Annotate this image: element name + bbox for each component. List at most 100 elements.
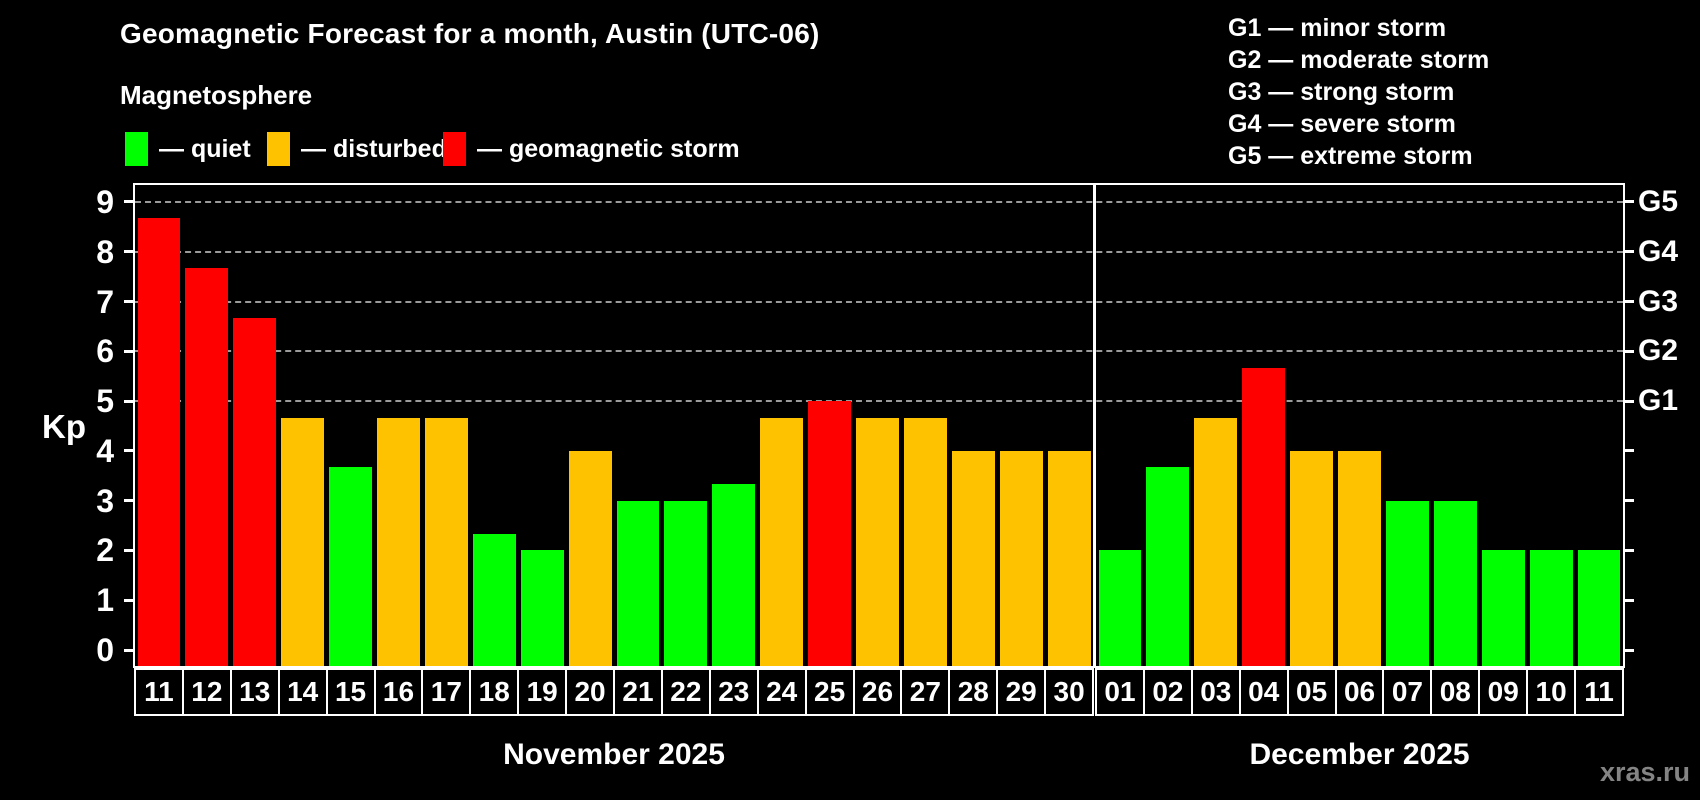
day-label-november-13: 13 <box>229 668 280 716</box>
kp-bar-december-02 <box>1146 467 1190 666</box>
day-label-december-10: 10 <box>1526 668 1577 716</box>
day-label-december-09: 09 <box>1478 668 1529 716</box>
kp-bar-november-13 <box>233 317 277 666</box>
legend-label-quiet: — quiet <box>159 134 251 163</box>
kp-bar-november-15 <box>329 467 372 666</box>
kp-bar-november-25 <box>808 401 852 666</box>
day-label-december-03: 03 <box>1190 668 1241 716</box>
kp-bar-november-24 <box>760 417 804 666</box>
day-label-row: 11 12 13 14 15 16 17 18 19 20 21 22 23 24 25 26 27 28 29 30… <box>133 668 1625 716</box>
plot-inner <box>135 185 1623 666</box>
day-label-december-11: 11 <box>1574 668 1624 716</box>
y-tick-label-3: 3 <box>96 482 114 519</box>
day-label-november-22: 22 <box>660 668 711 716</box>
y-tick-right-4 <box>1625 449 1634 453</box>
g-axis-label-g1: G1 <box>1638 384 1679 418</box>
y-tick-right-1 <box>1625 598 1634 602</box>
y-tick-label-4: 4 <box>96 432 114 469</box>
y-tick-left-8 <box>124 250 133 254</box>
y-tick-right-0 <box>1625 648 1634 652</box>
kp-bar-november-30 <box>1047 450 1091 666</box>
kp-bar-november-27 <box>903 417 947 666</box>
day-label-november-16: 16 <box>373 668 424 716</box>
kp-bar-november-23 <box>712 484 756 666</box>
day-label-november-28: 28 <box>948 668 999 716</box>
y-tick-right-9 <box>1625 200 1634 204</box>
day-label-december-07: 07 <box>1382 668 1433 716</box>
y-tick-right-7 <box>1625 300 1634 304</box>
kp-bar-december-10 <box>1529 550 1573 666</box>
legend-label-storm: — geomagnetic storm <box>477 134 740 163</box>
storm-scale-legend: G1 — minor storm G2 — moderate storm G3 … <box>1228 12 1489 172</box>
magnetosphere-subtitle: Magnetosphere <box>120 80 313 110</box>
g-axis-label-g5: G5 <box>1638 184 1679 218</box>
y-tick-label-8: 8 <box>96 233 114 270</box>
kp-bar-december-07 <box>1385 500 1429 666</box>
y-tick-right-6 <box>1625 349 1634 353</box>
y-tick-left-9 <box>124 200 133 204</box>
g4-legend-line: G4 — severe storm <box>1228 110 1456 138</box>
g1-legend-line: G1 — minor storm <box>1228 14 1447 42</box>
kp-bar-november-19 <box>520 550 564 666</box>
day-label-november-14: 14 <box>277 668 328 716</box>
day-label-november-24: 24 <box>756 668 807 716</box>
gridline-g4 <box>135 250 1623 253</box>
day-label-november-25: 25 <box>804 668 855 716</box>
month-label-december: December 2025 <box>1249 738 1470 771</box>
y-tick-right-2 <box>1625 548 1634 552</box>
g5-legend-line: G5 — extreme storm <box>1228 142 1473 170</box>
day-label-november-26: 26 <box>852 668 903 716</box>
y-tick-left-6 <box>124 349 133 353</box>
y-tick-label-0: 0 <box>96 632 114 668</box>
kp-bar-december-05 <box>1290 450 1334 666</box>
y-tick-left-2 <box>124 548 133 552</box>
kp-bar-november-28 <box>951 450 995 666</box>
y-tick-left-7 <box>124 300 133 304</box>
kp-bar-december-08 <box>1433 500 1477 666</box>
y-tick-label-5: 5 <box>96 383 114 420</box>
day-label-november-19: 19 <box>517 668 568 716</box>
kp-bar-december-03 <box>1194 417 1238 666</box>
kp-bar-november-17 <box>424 417 468 666</box>
day-label-november-17: 17 <box>421 668 472 716</box>
legend-label-disturbed: — disturbed <box>301 134 447 163</box>
kp-bar-december-04 <box>1242 367 1286 666</box>
day-label-november-12: 12 <box>181 668 232 716</box>
kp-bar-december-06 <box>1338 450 1381 666</box>
legend-item-disturbed: — disturbed <box>267 131 447 167</box>
gridline-g1 <box>135 400 1623 403</box>
kp-bar-november-11 <box>137 218 181 666</box>
y-tick-label-7: 7 <box>96 283 114 320</box>
day-label-november-20: 20 <box>565 668 616 716</box>
g3-legend-line: G3 — strong storm <box>1228 78 1455 106</box>
legend-item-storm: — geomagnetic storm <box>443 131 740 167</box>
disturbed-color-swatch <box>267 132 290 166</box>
y-tick-label-6: 6 <box>96 333 114 370</box>
y-tick-right-3 <box>1625 499 1634 503</box>
kp-bar-november-16 <box>377 417 420 666</box>
page-title: Geomagnetic Forecast for a month, Austin… <box>120 18 820 49</box>
kp-bar-november-18 <box>472 534 516 666</box>
day-label-december-04: 04 <box>1238 668 1289 716</box>
kp-bar-november-20 <box>568 450 612 666</box>
g-axis-label-g4: G4 <box>1638 234 1679 268</box>
y-tick-left-0 <box>124 648 133 652</box>
day-label-december-02: 02 <box>1142 668 1193 716</box>
g-axis-label-g3: G3 <box>1638 284 1679 318</box>
kp-bar-november-29 <box>999 450 1043 666</box>
y-tick-label-9: 9 <box>96 183 114 220</box>
g2-legend-line: G2 — moderate storm <box>1228 46 1490 74</box>
day-label-november-30: 30 <box>1044 668 1095 716</box>
kp-bar-november-14 <box>281 417 325 666</box>
gridline-g5 <box>135 200 1623 203</box>
day-label-november-21: 21 <box>613 668 663 716</box>
quiet-color-swatch <box>125 132 148 166</box>
y-tick-left-1 <box>124 598 133 602</box>
day-label-november-15: 15 <box>325 668 376 716</box>
month-label-november: November 2025 <box>503 738 725 771</box>
y-tick-right-5 <box>1625 399 1634 403</box>
y-tick-left-3 <box>124 499 133 503</box>
g-axis-label-g2: G2 <box>1638 334 1679 368</box>
y-axis-title: Kp <box>42 408 86 445</box>
